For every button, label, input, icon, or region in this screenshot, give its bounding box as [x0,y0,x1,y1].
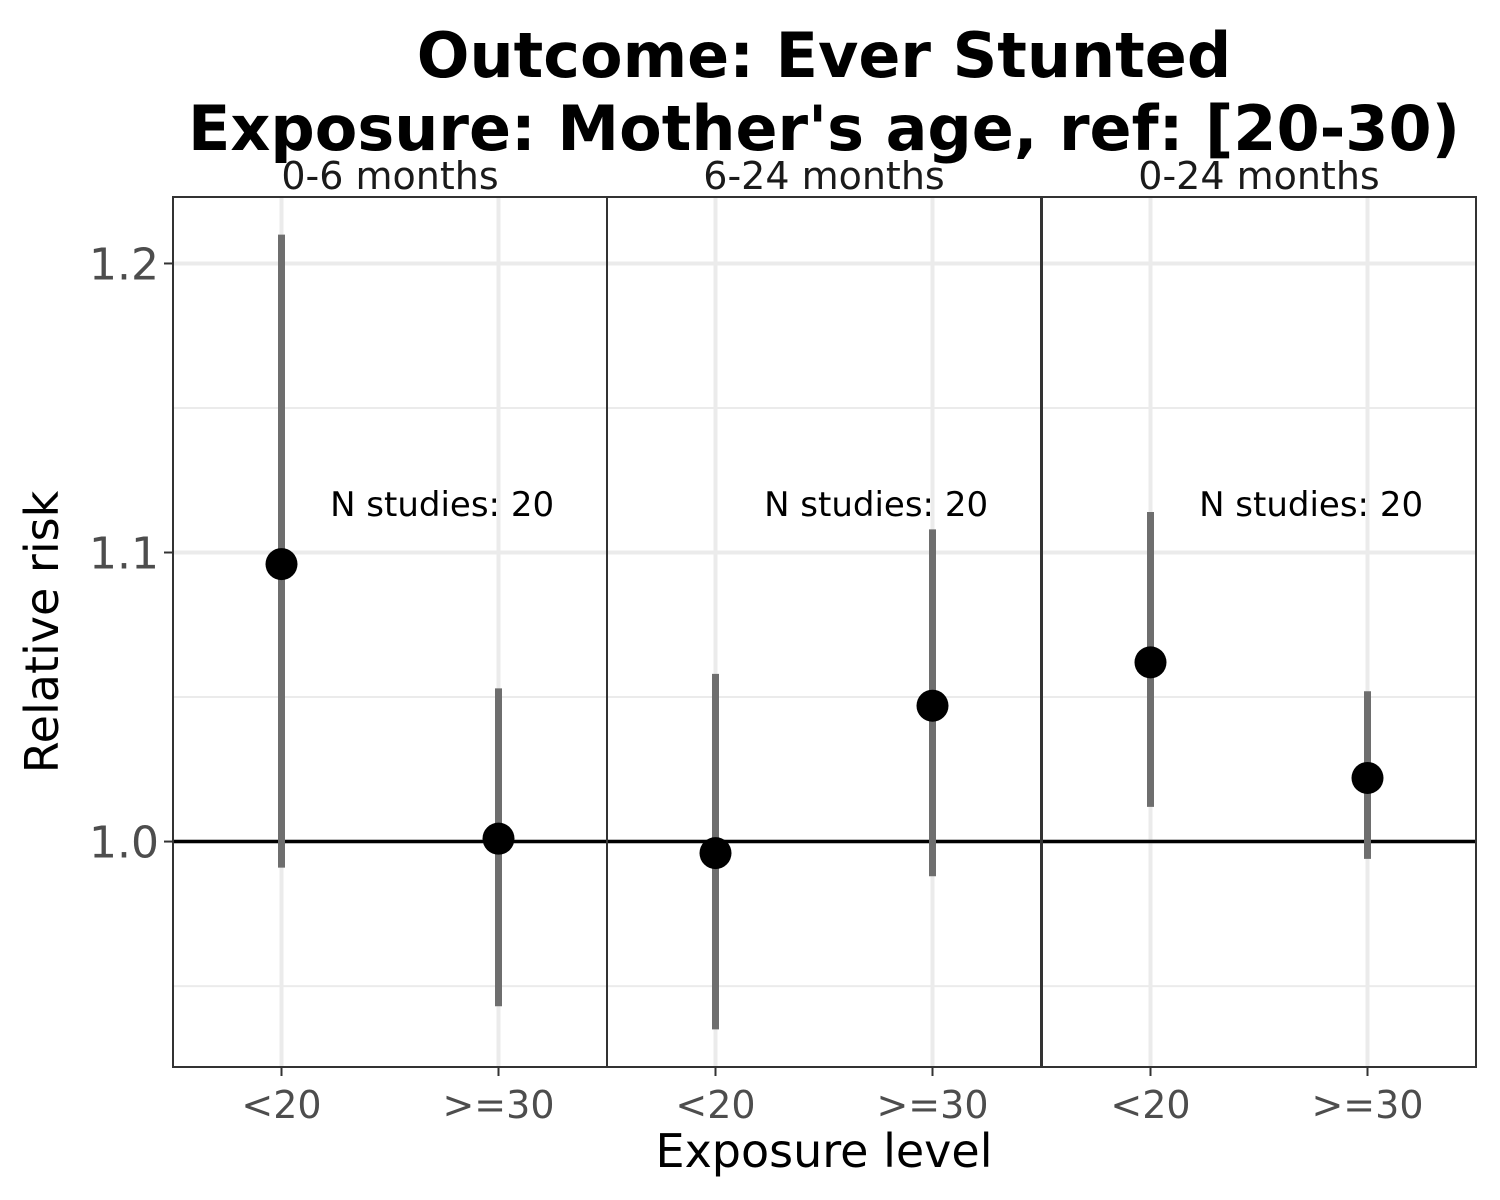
chart-title-line-1: Outcome: Ever Stunted [417,19,1231,92]
estimate-point [265,548,298,581]
y-tick-label: 1.0 [89,818,159,869]
panel-background [173,197,607,1067]
facet-strip-label: 0-6 months [281,154,498,198]
facet-strip-label: 0-24 months [1138,154,1379,198]
x-axis-title: Exposure level [656,1124,993,1178]
y-axis-title: Relative risk [15,490,69,773]
chart-title-line-2: Exposure: Mother's age, ref: [20-30) [188,92,1460,165]
facet-panel: N studies: 20 6-24 months <20 >=30 [606,154,1042,1127]
y-tick-label: 1.2 [89,239,159,290]
estimate-point [1351,761,1384,794]
facet-panel: N studies: 20 0-24 months <20 >=30 [1041,154,1477,1127]
estimate-point [699,837,732,870]
y-axis: 1.0 1.1 1.2 [89,239,173,869]
x-tick-label: >=30 [1311,1083,1423,1127]
x-tick-label: >=30 [876,1083,988,1127]
n-studies-annotation: N studies: 20 [1199,485,1423,525]
estimate-point [916,689,949,722]
y-tick-label: 1.1 [89,529,159,580]
n-studies-annotation: N studies: 20 [764,485,988,525]
n-studies-annotation: N studies: 20 [330,485,554,525]
panel-border [1041,196,1477,1068]
x-tick-label: <20 [675,1083,755,1127]
panel-background [1042,197,1476,1067]
estimate-point [482,822,515,855]
panel-background [607,197,1041,1067]
facet-strip-label: 6-24 months [703,154,944,198]
x-tick-label: <20 [1110,1083,1190,1127]
x-tick-label: <20 [241,1083,321,1127]
x-tick-label: >=30 [442,1083,554,1127]
estimate-point [1134,646,1167,679]
facet-panels: N studies: 200-6 months<20 >=30N studies:… [172,154,1477,1127]
facet-panel: N studies: 20 0-6 months <20 >=30 [172,154,608,1127]
